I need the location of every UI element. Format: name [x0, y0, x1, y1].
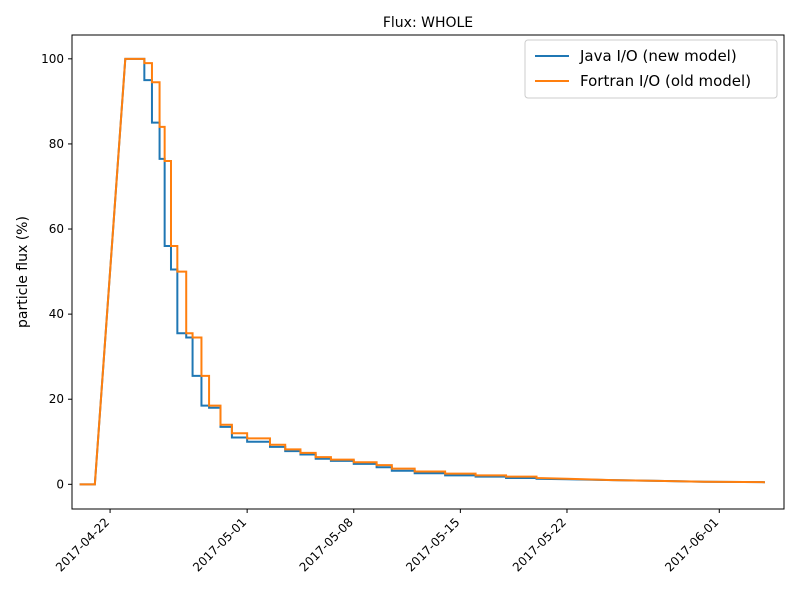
legend: Java I/O (new model) Fortran I/O (old mo…	[524, 39, 778, 99]
plot-frame	[71, 34, 785, 510]
y-tick-label-0: 0	[56, 477, 64, 491]
y-axis: 0 20 40 60 80 100	[41, 52, 72, 491]
y-tick-label-5: 100	[41, 52, 64, 66]
series-group	[79, 57, 765, 486]
y-tick-label-4: 80	[49, 137, 64, 151]
y-tick-label-1: 20	[49, 392, 64, 406]
legend-label-java: Java I/O (new model)	[579, 47, 737, 65]
y-tick-label-3: 60	[49, 222, 64, 236]
series-line-1	[79, 57, 765, 486]
legend-label-fortran: Fortran I/O (old model)	[580, 72, 751, 90]
y-axis-label: particle flux (%)	[15, 216, 31, 328]
legend-frame	[524, 39, 778, 99]
y-tick-label-2: 40	[49, 307, 64, 321]
chart-title: Flux: WHOLE	[383, 15, 473, 31]
